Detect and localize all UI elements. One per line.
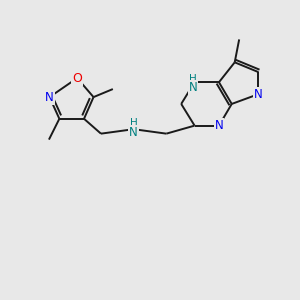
Text: N: N (254, 88, 263, 100)
Text: H: H (189, 74, 197, 84)
Text: N: N (189, 81, 197, 94)
Text: H: H (130, 118, 137, 128)
Text: N: N (129, 126, 138, 139)
Text: N: N (45, 91, 54, 103)
Text: O: O (72, 72, 82, 85)
Text: N: N (214, 119, 223, 132)
